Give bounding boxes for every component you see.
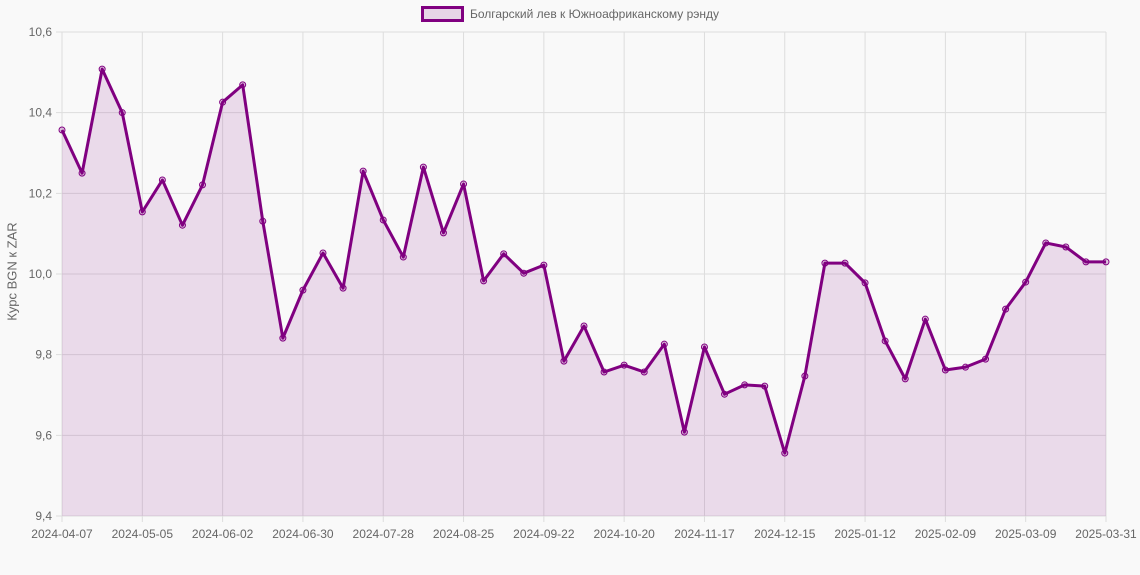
data-point: [319, 249, 327, 257]
data-point: [861, 279, 869, 287]
data-point: [1062, 243, 1070, 251]
data-point: [118, 109, 126, 117]
data-point: [439, 229, 447, 237]
y-tick-label: 9,6: [35, 428, 52, 442]
data-point: [700, 343, 708, 351]
x-tick-label: 2024-12-15: [754, 527, 816, 541]
data-point: [219, 98, 227, 106]
data-point: [259, 217, 267, 225]
y-tick-label: 10,4: [29, 106, 53, 120]
y-tick-label: 10,2: [29, 186, 53, 200]
y-axis-label: Курс BGN к ZAR: [4, 222, 20, 321]
x-tick-label: 2024-04-07: [31, 527, 93, 541]
data-point: [600, 368, 608, 376]
data-point: [359, 167, 367, 175]
y-tick-label: 10,0: [29, 267, 53, 281]
data-point: [158, 176, 166, 184]
data-point: [98, 65, 106, 73]
x-tick-label: 2024-06-02: [192, 527, 254, 541]
x-tick-label: 2024-10-20: [593, 527, 655, 541]
data-point: [761, 382, 769, 390]
data-point: [339, 284, 347, 292]
chart-legend[interactable]: Болгарский лев к Южноафриканскому рэнду: [0, 6, 1140, 22]
data-point: [1082, 258, 1090, 266]
data-point: [620, 361, 628, 369]
data-point: [741, 381, 749, 389]
data-point: [721, 390, 729, 398]
data-point: [460, 180, 468, 188]
data-point: [640, 368, 648, 376]
y-tick-label: 9,8: [35, 348, 52, 362]
data-point: [881, 337, 889, 345]
data-point: [841, 259, 849, 267]
data-point: [500, 250, 508, 258]
data-point: [379, 216, 387, 224]
data-point: [299, 286, 307, 294]
legend-swatch-icon: [420, 6, 464, 22]
data-point: [680, 428, 688, 436]
data-point: [1002, 305, 1010, 313]
data-point: [801, 372, 809, 380]
area-fill: [62, 69, 1106, 517]
x-tick-label: 2025-02-09: [915, 527, 977, 541]
data-point: [941, 366, 949, 374]
data-point: [1102, 258, 1110, 266]
data-point: [419, 163, 427, 171]
data-point: [560, 357, 568, 365]
data-point: [540, 261, 548, 269]
data-point: [239, 81, 247, 89]
y-tick-label: 10,6: [29, 25, 53, 39]
data-point: [520, 269, 528, 277]
data-point: [78, 169, 86, 177]
data-point: [279, 334, 287, 342]
data-point: [1042, 239, 1050, 247]
x-tick-label: 2025-03-09: [995, 527, 1057, 541]
x-tick-label: 2024-07-28: [353, 527, 415, 541]
legend-label: Болгарский лев к Южноафриканскому рэнду: [469, 7, 720, 21]
data-point: [199, 181, 207, 189]
data-point: [580, 322, 588, 330]
data-point: [480, 277, 488, 285]
data-point: [781, 449, 789, 457]
data-point: [821, 259, 829, 267]
data-point: [921, 315, 929, 323]
data-point: [1022, 278, 1030, 286]
data-point: [58, 126, 66, 134]
x-tick-label: 2024-05-05: [112, 527, 174, 541]
data-line: [60, 67, 1106, 455]
data-point: [138, 208, 146, 216]
data-point: [660, 340, 668, 348]
data-point: [178, 221, 186, 229]
y-tick-label: 9,4: [35, 509, 52, 523]
x-tick-label: 2024-09-22: [513, 527, 575, 541]
x-tick-label: 2024-11-17: [674, 527, 735, 541]
data-point: [961, 363, 969, 371]
data-point: [901, 375, 909, 383]
x-tick-label: 2025-01-12: [834, 527, 896, 541]
data-point: [982, 355, 990, 363]
data-point: [399, 253, 407, 261]
x-tick-label: 2025-03-31: [1075, 527, 1137, 541]
x-tick-label: 2024-08-25: [433, 527, 495, 541]
x-tick-label: 2024-06-30: [272, 527, 334, 541]
